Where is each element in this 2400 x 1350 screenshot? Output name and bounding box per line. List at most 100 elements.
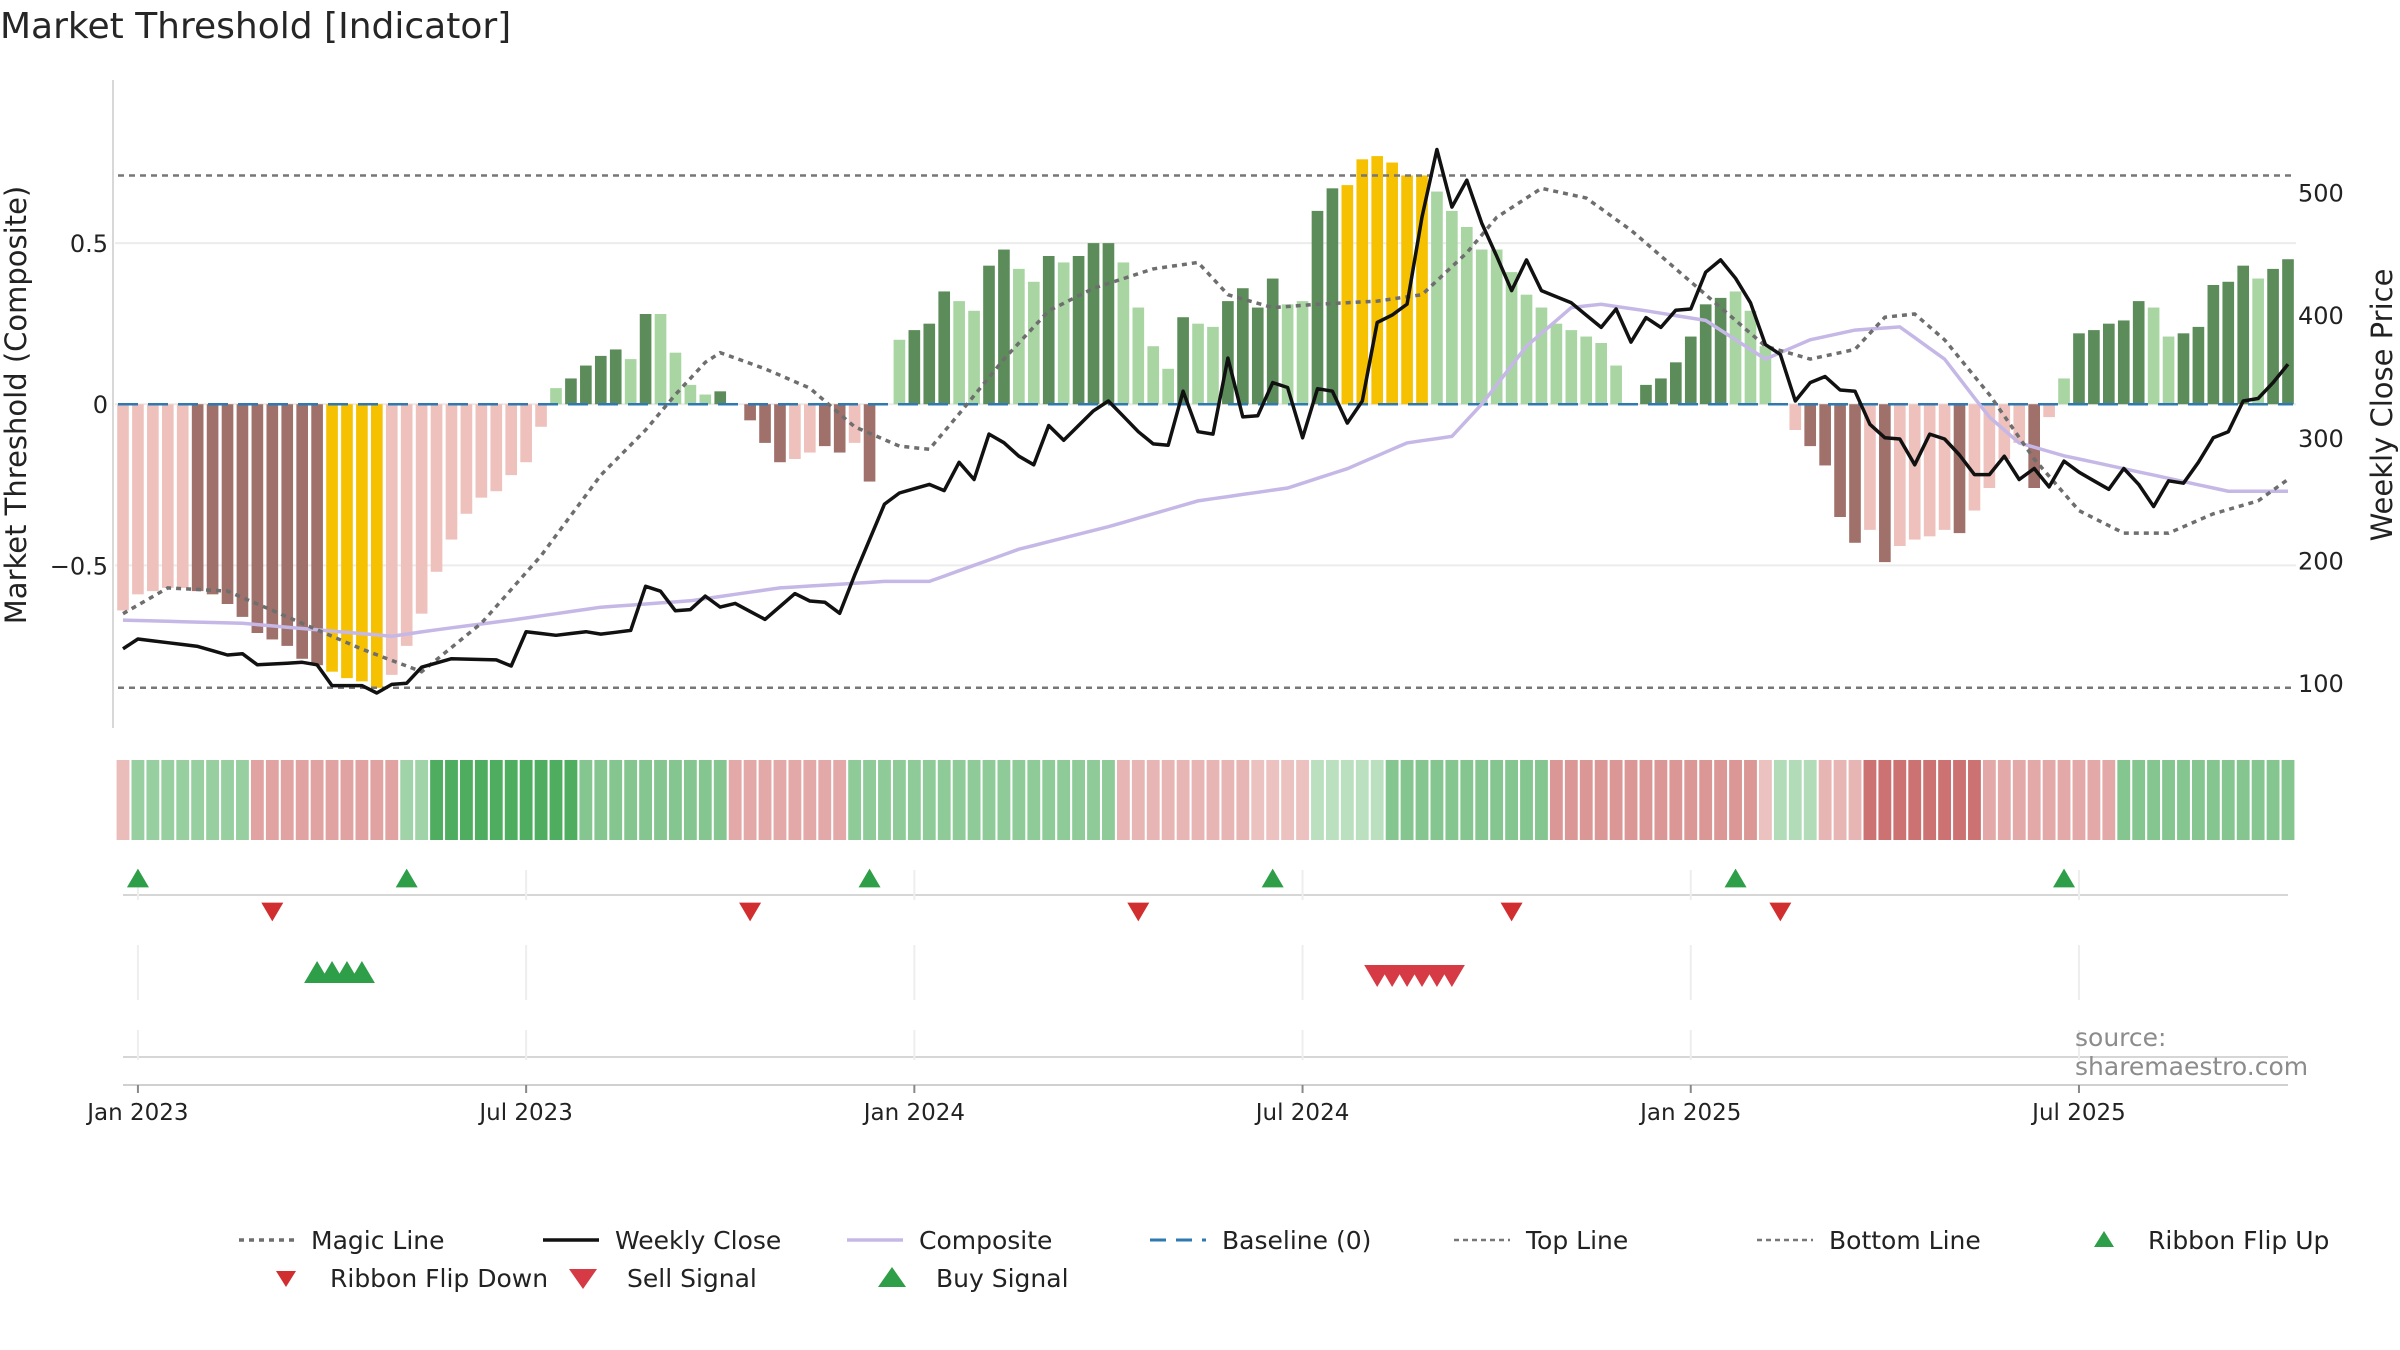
ribbon-flip-up-marker [395,868,418,888]
composite-bar [221,404,234,604]
ribbon-cell [2281,760,2295,840]
ribbon-cell [2132,760,2146,840]
ribbon-cell [1579,760,1593,840]
composite-bar [953,301,965,405]
chart-title: Market Threshold [Indicator] [0,6,512,47]
composite-bar [1983,404,1996,488]
ribbon-cell [549,760,563,840]
ribbon-cell [1325,760,1339,840]
composite-bar [400,404,413,646]
legend-label: Magic Line [311,1225,445,1255]
ribbon-cell [669,760,682,840]
legend-item: Ribbon Flip Down [256,1263,548,1293]
composite-bar [2043,404,2055,418]
left-tick-label: 0 [93,391,108,419]
ribbon-cell [1400,760,1414,840]
ribbon-cell [534,760,548,840]
composite-bar [311,404,323,666]
right-tick-label: 400 [2298,302,2344,330]
ribbon-cell [2177,760,2190,840]
composite-bar [1819,404,1831,466]
composite-bar [1475,249,1488,405]
composite-line [122,302,2288,638]
legend-item: Sell Signal [553,1263,757,1293]
legend-label: Baseline (0) [1222,1225,1372,1255]
composite-bar [1535,307,1548,405]
ribbon-flip-up-marker [858,868,881,888]
legend-label: Buy Signal [936,1263,1069,1293]
ribbon-cell [1564,760,1578,840]
legend-symbol [878,1267,906,1287]
ribbon-cell [1281,760,1295,840]
legend-label: Weekly Close [615,1225,782,1255]
ribbon-cell [295,760,309,840]
composite-bar [1520,294,1533,405]
ribbon-cell [1057,760,1071,840]
legend-symbol [543,1238,599,1242]
composite-bar [1311,210,1324,405]
ribbon-cell [1997,760,2011,840]
ribbon-cell [1908,760,1922,840]
reference-lines [118,174,2293,690]
ribbon-cell [728,760,742,840]
ribbon-cell [1385,760,1399,840]
ribbon-cell [654,760,667,840]
ribbon-cell [878,760,891,840]
ribbon-cell [1191,760,1205,840]
magic-line [122,186,2290,674]
ribbon-cell [206,760,220,840]
left-tick-label: 0.5 [70,230,108,258]
composite-bar [296,404,308,659]
composite-bar [1207,326,1219,405]
ribbon-cell [2206,760,2220,840]
buy-signal-marker [348,960,375,984]
legend-item: Magic Line [237,1225,445,1255]
ribbon-cell [1490,760,1504,840]
composite-bar [1326,188,1339,405]
composite-bar [624,359,637,405]
ribbon-cell [579,760,593,840]
ribbon-cell [2117,760,2131,840]
ribbon-cell [236,760,249,840]
ribbon-cell [713,760,727,840]
ribbon-cell [892,760,906,840]
ribbon-cell [1221,760,1235,840]
right-tick-label: 100 [2298,670,2344,698]
legend-symbol [1454,1238,1510,1242]
ribbon-cell [1146,760,1160,840]
composite-bar [1879,404,1891,563]
composite-bar [968,310,980,405]
ribbon-cell [758,760,772,840]
ribbon-cell [1639,760,1653,840]
ribbon-cell [848,760,862,840]
composite-bar [1177,317,1189,405]
composite-bar [848,404,861,443]
ribbon-cell [907,760,921,840]
composite-bar [2222,281,2235,405]
ribbon-cell [1161,760,1175,840]
legend-item: Baseline (0) [1148,1225,1371,1255]
ribbon-cell [1609,760,1623,840]
ribbon-flip-up-marker [1724,868,1747,888]
composite-bar [445,404,458,540]
composite-bar [818,404,831,447]
composite-bar [1804,404,1817,447]
composite-bar [1057,262,1070,405]
legend-symbol [2094,1231,2114,1247]
ribbon-cell [2251,760,2265,840]
ribbon-cell [400,760,414,840]
composite-bar [1640,384,1652,405]
composite-bar [2162,336,2175,405]
ribbon-cell [1549,760,1563,840]
ribbon-cell [683,760,697,840]
x-tick-label: Jul 2024 [1254,1100,1350,1126]
composite-bar [1729,291,1742,405]
ribbon-cell [1116,760,1130,840]
ribbon-cell [1773,760,1787,840]
composite-bar [908,330,921,405]
composite-bar [191,404,204,592]
composite-bar [415,404,428,614]
composite-bar [654,314,667,405]
composite-bar [1595,343,1607,405]
composite-bar [475,404,488,498]
